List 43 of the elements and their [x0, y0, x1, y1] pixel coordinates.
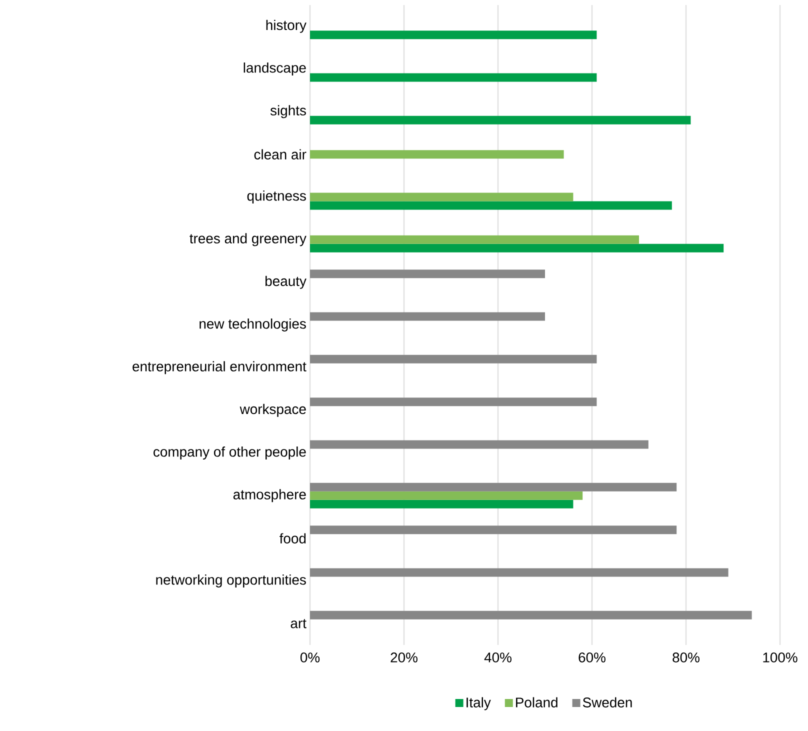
- bar: [310, 201, 672, 210]
- y-tick-label: sights: [270, 105, 306, 118]
- y-tick-label: landscape: [244, 62, 306, 76]
- bar: [310, 270, 546, 278]
- x-tick-label: 40%: [484, 652, 512, 662]
- bar: [310, 116, 691, 124]
- bar: [310, 500, 574, 508]
- y-tick-label: networking opportunities: [156, 574, 306, 588]
- legend-label: Italy: [466, 697, 491, 710]
- y-tick-label: quietness: [247, 190, 306, 204]
- y-tick-label: history: [266, 20, 306, 33]
- y-tick-label: beauty: [266, 276, 306, 289]
- bar: [310, 30, 597, 40]
- x-tick-label: 60%: [578, 652, 606, 662]
- bar: [310, 192, 574, 202]
- x-tick-label: 20%: [390, 652, 418, 662]
- x-tick-label: 80%: [672, 652, 700, 662]
- y-tick-label: food: [280, 533, 306, 544]
- bar: [310, 526, 677, 534]
- y-tick-label: workspace: [240, 404, 306, 417]
- bar: [310, 568, 728, 577]
- bar: [310, 73, 597, 82]
- bar: [310, 150, 564, 159]
- y-tick-label: clean air: [254, 149, 306, 160]
- legend-label: Poland: [516, 697, 558, 708]
- bar: [310, 354, 597, 364]
- bar: [310, 235, 640, 244]
- y-tick-label: entrepreneurial environment: [132, 361, 306, 374]
- y-tick-label: company of other people: [154, 446, 306, 460]
- y-tick-label: new technologies: [200, 318, 306, 332]
- legend-label: Sweden: [582, 697, 632, 708]
- x-tick-label: 0%: [300, 652, 320, 662]
- bar: [310, 398, 597, 406]
- bar: [310, 491, 583, 500]
- y-tick-label: atmosphere: [233, 489, 306, 502]
- x-tick-label: 100%: [763, 652, 798, 662]
- bar: [310, 312, 546, 321]
- bar: [310, 244, 724, 252]
- bar: [310, 610, 752, 620]
- bar: [310, 482, 677, 492]
- bar: [310, 440, 648, 449]
- y-tick-label: art: [290, 619, 306, 628]
- y-tick-label: trees and greenery: [190, 233, 306, 246]
